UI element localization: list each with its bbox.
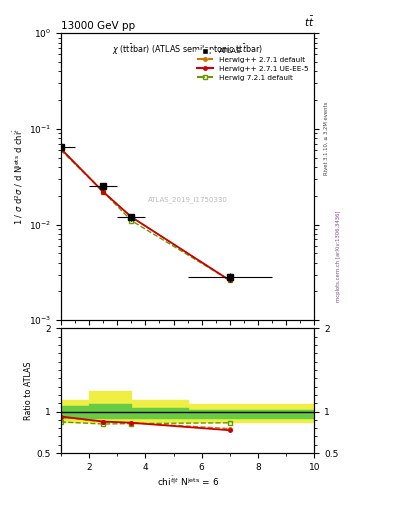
Text: ATLAS_2019_I1750330: ATLAS_2019_I1750330	[148, 196, 228, 203]
Text: Rivet 3.1.10, ≥ 3.2M events: Rivet 3.1.10, ≥ 3.2M events	[324, 101, 329, 175]
Legend: ATLAS, Herwig++ 2.7.1 default, Herwig++ 2.7.1 UE-EE-5, Herwig 7.2.1 default: ATLAS, Herwig++ 2.7.1 default, Herwig++ …	[195, 46, 311, 83]
Text: $\chi$ (tt$\bar{t}$bar) (ATLAS semileptonic tt$\bar{t}$bar): $\chi$ (tt$\bar{t}$bar) (ATLAS semilepto…	[112, 42, 263, 57]
Y-axis label: 1 / $\sigma$ d$^2\sigma$ / d N$^{\rm jets}$ d chi$^{\bar{t}}$: 1 / $\sigma$ d$^2\sigma$ / d N$^{\rm jet…	[11, 129, 25, 225]
Text: mcplots.cern.ch [arXiv:1306.3436]: mcplots.cern.ch [arXiv:1306.3436]	[336, 210, 341, 302]
Text: 13000 GeV pp: 13000 GeV pp	[61, 21, 135, 31]
X-axis label: chi$^{\bar{t}|t}$ N$^{\rm jets}$ = 6: chi$^{\bar{t}|t}$ N$^{\rm jets}$ = 6	[156, 475, 219, 488]
Y-axis label: Ratio to ATLAS: Ratio to ATLAS	[24, 361, 33, 420]
Text: $t\bar{t}$: $t\bar{t}$	[304, 15, 314, 29]
